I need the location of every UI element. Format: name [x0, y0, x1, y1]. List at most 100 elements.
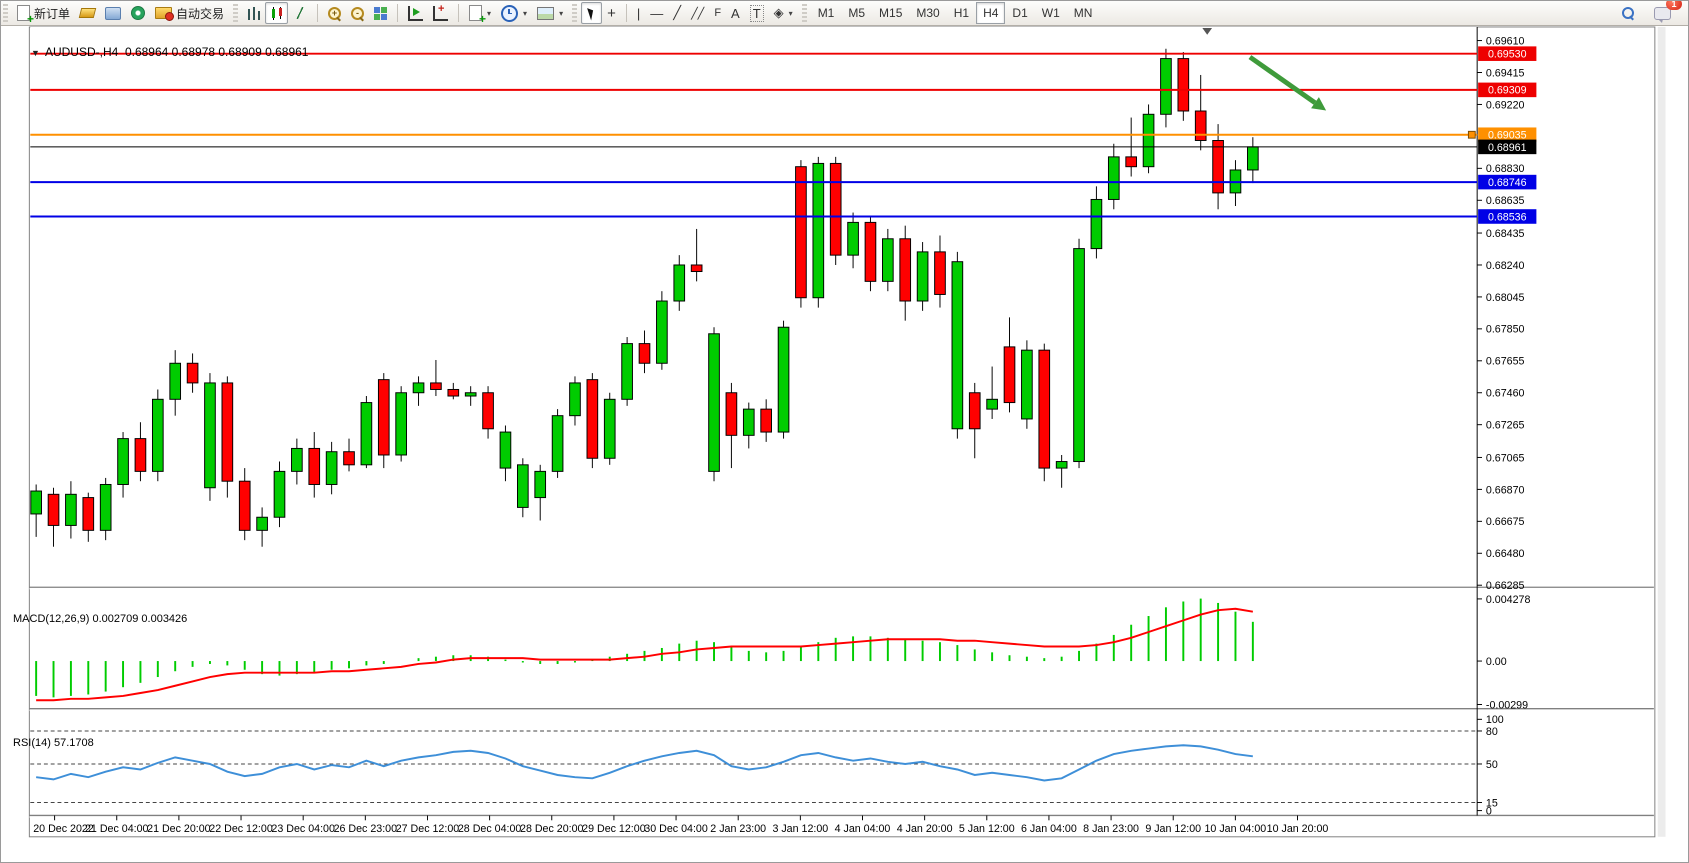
candle-up [742, 408, 755, 436]
line-chart-button[interactable] [288, 2, 312, 24]
price-tick-label: 0.66285 [1486, 580, 1525, 592]
time-tick-label: 2 Jan 23:00 [710, 823, 766, 835]
zoom-in-button[interactable]: + [323, 2, 346, 24]
candle-up [1160, 58, 1172, 115]
bar-chart-button[interactable] [242, 2, 265, 24]
symbol-dropdown-icon[interactable]: ▼ [31, 48, 40, 58]
periods-button[interactable]: ▾ [496, 2, 532, 24]
new-chart-button[interactable]: ▾ [464, 2, 496, 26]
chart-shift-marker[interactable] [1202, 27, 1213, 35]
time-tick-label: 9 Jan 12:00 [1145, 823, 1201, 835]
vline-tool-button[interactable]: | [632, 2, 645, 24]
price-tick-label: 0.67460 [1486, 388, 1525, 400]
candle-up [30, 490, 42, 515]
symbol-ohlc: 0.68964 0.68978 0.68909 0.68961 [124, 45, 309, 59]
candle-up [1247, 146, 1259, 171]
auto-scroll-button[interactable] [403, 2, 428, 24]
candle-up [673, 264, 686, 302]
toolbar-drag-handle[interactable] [3, 4, 8, 22]
notifications-button[interactable]: 1 [1649, 1, 1682, 24]
candle-up [325, 451, 338, 485]
text-tool-button[interactable]: A [726, 2, 745, 24]
dropdown-caret: ▾ [788, 8, 793, 18]
hline-tool-button[interactable]: — [645, 2, 668, 24]
trendline-tool-button[interactable]: ╱ [668, 2, 686, 24]
bid-price-badge-label: 0.68961 [1488, 142, 1527, 154]
price-level-badge-label: 0.69035 [1488, 130, 1527, 142]
time-tick-label: 26 Dec 23:00 [334, 823, 398, 835]
autotrade-button[interactable]: 自动交易 [150, 2, 229, 24]
price-tick-label: 0.67655 [1486, 356, 1525, 368]
timeframe-button-mn[interactable]: MN [1073, 6, 1093, 20]
macd-panel[interactable]: 0.004278 0.00 -0.00299 [35, 594, 1530, 712]
publish-chart-button[interactable] [100, 2, 126, 24]
candle-up [360, 402, 373, 466]
autotrade-icon [155, 7, 175, 21]
toolbar-drag-handle[interactable] [572, 4, 578, 22]
price-tick-label: 0.69220 [1486, 99, 1525, 111]
signals-button[interactable] [126, 2, 150, 24]
chart-shift-button[interactable] [428, 2, 453, 24]
templates-button[interactable]: ▾ [532, 2, 568, 24]
candle-down [482, 392, 494, 430]
channel-tool-button[interactable]: ╱╱ [686, 2, 709, 24]
line-drag-handle[interactable] [1467, 130, 1476, 139]
timeframe-button-m5[interactable]: M5 [848, 6, 866, 20]
market-button[interactable] [75, 2, 100, 24]
candle-up [812, 162, 825, 299]
price-tick-label: 0.67265 [1486, 420, 1525, 432]
time-tick-label: 5 Jan 12:00 [959, 823, 1015, 835]
dropdown-caret: ▾ [559, 8, 564, 18]
search-button[interactable] [1617, 2, 1639, 24]
candle-up [1073, 248, 1085, 463]
cursor-tool-button[interactable] [581, 2, 603, 24]
annotation-arrow-head[interactable] [1311, 97, 1327, 111]
candle-up [847, 221, 859, 256]
timeframe-button-m15[interactable]: M15 [879, 6, 903, 20]
crosshair-tool-button[interactable]: + [602, 2, 621, 24]
time-tick-label: 20 Dec 2022 [33, 823, 94, 835]
chart-plot-area[interactable] [30, 26, 1478, 588]
new-order-label: 新订单 [34, 6, 71, 21]
candle-up [1107, 156, 1120, 200]
macd-signal-line [36, 607, 1254, 702]
timeframe-button-m1[interactable]: M1 [817, 6, 835, 20]
candle-up [499, 431, 512, 469]
timeframe-button-m30[interactable]: M30 [916, 6, 940, 20]
symbol-header[interactable]: ▼ AUDUSD-,H4 0.68964 0.68978 0.68909 0.68… [11, 31, 308, 73]
new-order-button[interactable]: 新订单 [12, 2, 75, 26]
annotation-arrow-line[interactable] [1248, 55, 1317, 105]
tile-windows-icon [374, 6, 388, 20]
zoom-out-icon: - [351, 6, 365, 21]
candle-up [169, 362, 182, 400]
toolbar-drag-handle[interactable] [233, 4, 239, 22]
candle-down [343, 451, 355, 466]
timeframe-button-h1[interactable]: H1 [953, 6, 970, 20]
candle-up [151, 398, 164, 472]
macd-indicator-label: MACD(12,26,9) 0.002709 0.003426 [13, 613, 188, 625]
label-tool-button[interactable]: T [745, 2, 769, 24]
price-axis[interactable]: 0.69610 0.69415 0.69220 0.68830 0.68635 0.684… [1477, 35, 1525, 592]
timeframe-button-d1[interactable]: D1 [1012, 6, 1028, 20]
price-level-badge-label: 0.69309 [1488, 85, 1527, 97]
zoom-out-button[interactable]: - [346, 2, 369, 24]
timeframe-button-h4[interactable]: H4 [976, 2, 1006, 24]
chart-canvas[interactable]: 0.69610 0.69415 0.69220 0.68830 0.68635 0.684… [1, 26, 1689, 863]
candle-up [551, 415, 564, 472]
candle-down [864, 221, 877, 282]
toolbar-drag-handle[interactable] [801, 4, 807, 22]
timeframe-button-w1[interactable]: W1 [1041, 6, 1060, 20]
shapes-tool-button[interactable]: ◈ ▾ [769, 2, 798, 24]
fibonacci-tool-button[interactable]: F [709, 2, 726, 24]
candle-down [1125, 156, 1138, 168]
tile-windows-button[interactable] [369, 2, 392, 24]
candle-up [708, 333, 720, 472]
price-tick-label: 0.66870 [1486, 484, 1525, 496]
candle-up [117, 438, 129, 485]
candlestick-chart-button[interactable] [265, 2, 289, 24]
candle-up [603, 398, 616, 459]
time-tick-label: 6 Jan 04:00 [1021, 823, 1077, 835]
price-tick-label: 0.68830 [1486, 163, 1525, 175]
